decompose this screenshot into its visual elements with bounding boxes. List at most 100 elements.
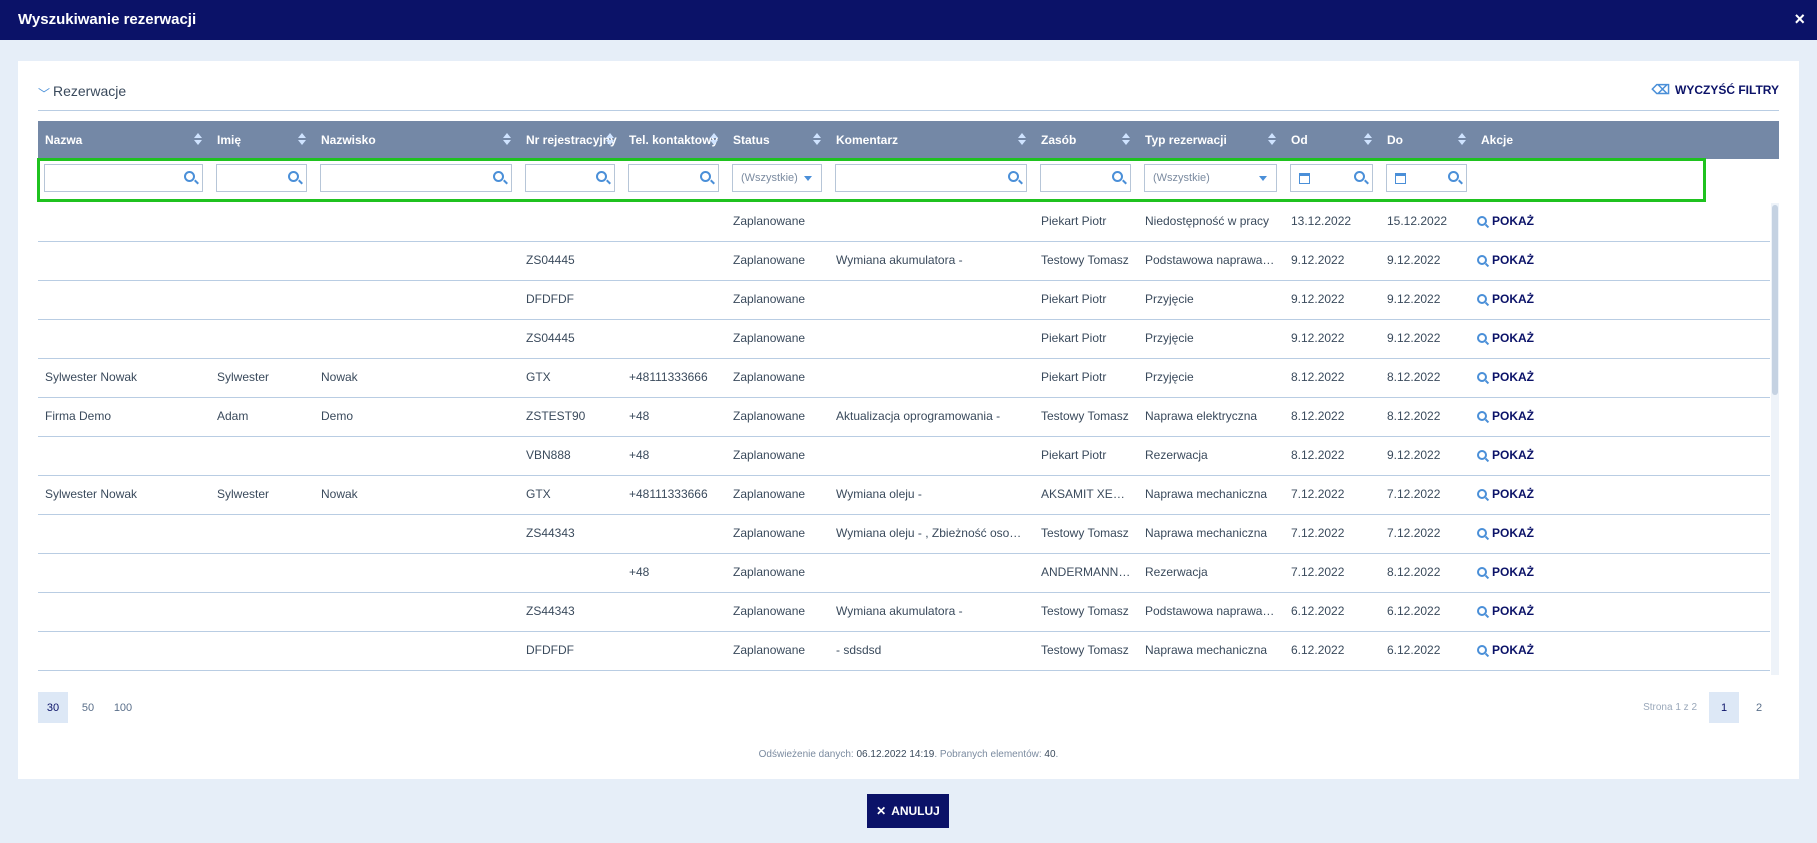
column-header-imie[interactable]: Imię [210,121,314,159]
table-row[interactable]: DFDFDF Zaplanowane Piekart Piotr Przyjęcie 9… [38,281,1770,320]
table-row[interactable]: ZS44343 Zaplanowane Wymiana oleju - , Zbie… [38,515,1770,554]
show-button[interactable]: POKAŻ [1477,253,1534,267]
table-row[interactable]: ZS44343 Zaplanowane Wymiana akumulatora - T… [38,593,1770,632]
cell-do: 8.12.2022 [1387,370,1441,384]
column-header-nr_rej[interactable]: Nr rejestracyjny [519,121,622,159]
cancel-button[interactable]: ✕ ANULUJ [867,794,949,828]
sort-icon[interactable] [1364,133,1372,147]
table-row[interactable]: ZS04445 Zaplanowane Piekart Piotr Przyjęcie… [38,320,1770,359]
table-row[interactable]: ZS04445 Zaplanowane Wymiana akumulatora - T… [38,242,1770,281]
column-header-akcje[interactable]: Akcje [1474,121,1570,159]
sort-icon[interactable] [503,133,511,147]
filter-nazwisko[interactable] [320,164,512,192]
table-row[interactable]: DFDFDF Zaplanowane - sdsdsd Testowy Tomasz N… [38,632,1770,671]
cell-typ: Przyjęcie [1145,292,1194,306]
sort-icon[interactable] [298,133,306,147]
page-button-2[interactable]: 2 [1755,701,1763,714]
page-size-30[interactable]: 30 [38,692,68,723]
show-button[interactable]: POKAŻ [1477,214,1534,228]
filter-komentarz[interactable] [835,164,1027,192]
column-header-nazwisko[interactable]: Nazwisko [314,121,519,159]
column-header-komentarz[interactable]: Komentarz [829,121,1034,159]
calendar-icon[interactable] [1299,173,1310,184]
scrollbar-thumb[interactable] [1772,205,1778,395]
column-header-typ[interactable]: Typ rezerwacji [1138,121,1284,159]
column-header-label: Typ rezerwacji [1145,133,1227,147]
filter-input-komentarz[interactable] [836,165,1026,191]
column-header-od[interactable]: Od [1284,121,1380,159]
show-button[interactable]: POKAŻ [1477,331,1534,345]
show-button[interactable]: POKAŻ [1477,604,1534,618]
table-row[interactable]: +48 Zaplanowane ANDERMANN DOBROMIR Rezerwac… [38,554,1770,593]
search-icon [1477,372,1487,382]
grid-body[interactable]: Zaplanowane Piekart Piotr Niedostępność w … [38,203,1779,675]
sort-icon[interactable] [1018,133,1026,147]
show-button[interactable]: POKAŻ [1477,409,1534,423]
cell-tel: +48 [629,409,650,423]
column-header-nazwa[interactable]: Nazwa [38,121,210,159]
cell-status: Zaplanowane [733,643,806,657]
show-button[interactable]: POKAŻ [1477,565,1534,579]
sort-icon[interactable] [1122,133,1130,147]
show-button-label: POKAŻ [1492,565,1534,579]
filter-input-nazwa[interactable] [45,165,202,191]
cell-typ: Rezerwacja [1145,448,1208,462]
sort-icon[interactable] [194,133,202,147]
filter-imie[interactable] [216,164,307,192]
table-row[interactable]: VBN888 +48 Zaplanowane Piekart Piotr Rezerwa… [38,437,1770,476]
page-size-100[interactable]: 100 [113,701,133,714]
filter-nr_rej[interactable] [525,164,615,192]
cell-status: Zaplanowane [733,487,806,501]
column-header-zasob[interactable]: Zasób [1034,121,1138,159]
section-title[interactable]: Rezerwacje [53,83,127,99]
filter-zasob[interactable] [1040,164,1131,192]
cell-od: 7.12.2022 [1291,565,1345,579]
filter-typ[interactable]: (Wszystkie) [1144,164,1277,192]
show-button[interactable]: POKAŻ [1477,292,1534,306]
column-header-tel[interactable]: Tel. kontaktowy [622,121,726,159]
table-row[interactable]: Sylwester Nowak Sylwester Nowak GTX +4811133… [38,476,1770,515]
cancel-label: ANULUJ [891,804,940,818]
filter-nazwa[interactable] [44,164,203,192]
show-button[interactable]: POKAŻ [1477,526,1534,540]
sort-icon[interactable] [1268,133,1276,147]
search-icon [1477,255,1487,265]
filter-status[interactable]: (Wszystkie) [732,164,822,192]
clear-filters-button[interactable]: ⌫ WYCZYŚĆ FILTRY [1652,82,1779,98]
column-header-status[interactable]: Status [726,121,829,159]
search-icon [1477,333,1487,343]
chevron-down-icon [1259,176,1267,181]
show-button[interactable]: POKAŻ [1477,643,1534,657]
count-label: . Pobranych elementów: [934,749,1045,760]
table-row[interactable]: Zaplanowane Piekart Piotr Niedostępność w … [38,203,1770,242]
sort-icon[interactable] [606,133,614,147]
show-button-label: POKAŻ [1492,331,1534,345]
sort-icon[interactable] [710,133,718,147]
show-button[interactable]: POKAŻ [1477,448,1534,462]
sort-icon[interactable] [813,133,821,147]
sort-icon[interactable] [1458,133,1466,147]
close-icon[interactable]: × [1794,9,1805,29]
table-row[interactable]: Sylwester Nowak Sylwester Nowak GTX +4811133… [38,359,1770,398]
chevron-down-icon[interactable]: ﹀ [38,87,51,101]
search-icon [1477,528,1487,538]
page-button-1[interactable]: 1 [1709,692,1739,723]
table-row[interactable]: Firma Demo Adam Demo ZSTEST90 +48 Zaplanowane… [38,398,1770,437]
search-icon [1477,567,1487,577]
column-header-label: Komentarz [836,133,899,147]
cell-od: 7.12.2022 [1291,487,1345,501]
cell-od: 7.12.2022 [1291,526,1345,540]
column-header-do[interactable]: Do [1380,121,1474,159]
filter-od[interactable] [1290,164,1373,192]
cell-nr_rej: ZSTEST90 [526,409,586,423]
show-button[interactable]: POKAŻ [1477,487,1534,501]
page-size-50[interactable]: 50 [81,701,95,714]
show-button[interactable]: POKAŻ [1477,370,1534,384]
calendar-icon[interactable] [1395,173,1406,184]
filter-tel[interactable] [628,164,719,192]
cell-tel: +48111333666 [629,487,708,501]
vertical-scrollbar[interactable] [1771,203,1779,675]
cell-status: Zaplanowane [733,214,806,228]
filter-input-nazwisko[interactable] [321,165,511,191]
filter-do[interactable] [1386,164,1467,192]
